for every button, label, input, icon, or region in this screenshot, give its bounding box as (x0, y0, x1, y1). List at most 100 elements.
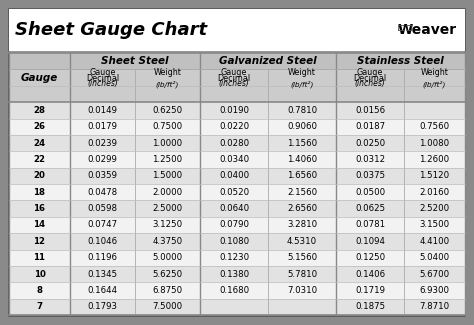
Text: Weight: Weight (288, 69, 316, 77)
Bar (9, 217, 465, 233)
Text: 0.1080: 0.1080 (219, 237, 249, 246)
Text: 7.0310: 7.0310 (287, 286, 317, 295)
Bar (9, 69, 465, 102)
Text: 0.1196: 0.1196 (88, 253, 118, 262)
Text: 0.0340: 0.0340 (219, 155, 249, 164)
Text: 0.1406: 0.1406 (355, 269, 385, 279)
Text: (lb/ft²): (lb/ft²) (290, 80, 314, 87)
Text: Decimal: Decimal (354, 74, 387, 84)
Text: 0.1719: 0.1719 (355, 286, 385, 295)
Text: 0.1875: 0.1875 (355, 302, 385, 311)
Text: 0.1046: 0.1046 (87, 237, 118, 246)
Text: 4.3750: 4.3750 (153, 237, 182, 246)
Text: Gauge: Gauge (89, 69, 116, 77)
Text: 0.7500: 0.7500 (153, 122, 182, 131)
Text: 5.6250: 5.6250 (153, 269, 182, 279)
Text: Gauge: Gauge (357, 69, 383, 77)
Text: 0.1250: 0.1250 (355, 253, 385, 262)
Text: 0.0156: 0.0156 (355, 106, 385, 115)
Text: 2.5200: 2.5200 (419, 204, 449, 213)
Text: ⊏⊐: ⊏⊐ (397, 23, 413, 33)
Text: 24: 24 (34, 138, 46, 148)
Text: 3.1250: 3.1250 (153, 220, 182, 229)
Text: 0.0359: 0.0359 (88, 171, 118, 180)
Text: 0.0250: 0.0250 (355, 138, 385, 148)
Text: 2.6560: 2.6560 (287, 204, 317, 213)
Bar (9, 282, 465, 299)
Text: 0.7810: 0.7810 (287, 106, 317, 115)
Text: Weight: Weight (420, 69, 448, 77)
Text: 3.1500: 3.1500 (419, 220, 449, 229)
Text: 8: 8 (36, 286, 43, 295)
Bar (9, 119, 465, 135)
Text: Galvanized Steel: Galvanized Steel (219, 56, 317, 66)
Text: Gauge: Gauge (221, 69, 247, 77)
Bar (9, 151, 465, 168)
Text: 22: 22 (34, 155, 46, 164)
Text: 0.0500: 0.0500 (355, 188, 385, 197)
Text: 1.6560: 1.6560 (287, 171, 317, 180)
Text: 0.0598: 0.0598 (88, 204, 118, 213)
Text: 12: 12 (34, 237, 46, 246)
Text: 26: 26 (34, 122, 46, 131)
Text: 0.1094: 0.1094 (355, 237, 385, 246)
Text: 4.4100: 4.4100 (419, 237, 449, 246)
Text: 2.0000: 2.0000 (153, 188, 182, 197)
Text: 0.6250: 0.6250 (153, 106, 182, 115)
Text: 7: 7 (36, 302, 43, 311)
Bar (9, 135, 465, 151)
Text: 1.0000: 1.0000 (153, 138, 182, 148)
Text: 2.5000: 2.5000 (153, 204, 182, 213)
Text: Decimal: Decimal (218, 74, 251, 84)
Text: 0.0220: 0.0220 (219, 122, 249, 131)
Text: 1.4060: 1.4060 (287, 155, 317, 164)
Text: 1.2600: 1.2600 (419, 155, 449, 164)
Text: 0.9060: 0.9060 (287, 122, 317, 131)
Text: 10: 10 (34, 269, 46, 279)
Bar (9, 53, 465, 69)
Bar (9, 9, 465, 51)
Text: 5.1560: 5.1560 (287, 253, 317, 262)
Text: 1.5120: 1.5120 (419, 171, 449, 180)
Text: 1.5000: 1.5000 (153, 171, 182, 180)
Text: Weaver: Weaver (398, 23, 457, 37)
Text: Stainless Steel: Stainless Steel (357, 56, 444, 66)
Text: 1.1560: 1.1560 (287, 138, 317, 148)
Text: 0.0747: 0.0747 (87, 220, 118, 229)
Text: 0.1345: 0.1345 (87, 269, 118, 279)
Text: 0.0625: 0.0625 (355, 204, 385, 213)
Text: 0.7560: 0.7560 (419, 122, 449, 131)
Text: 2.0160: 2.0160 (419, 188, 449, 197)
Bar (9, 102, 465, 119)
Text: 0.1680: 0.1680 (219, 286, 249, 295)
Text: 2.1560: 2.1560 (287, 188, 317, 197)
Bar (9, 201, 465, 217)
Text: 5.0000: 5.0000 (153, 253, 182, 262)
Text: 0.0187: 0.0187 (355, 122, 385, 131)
Text: 28: 28 (34, 106, 46, 115)
Text: 0.0239: 0.0239 (88, 138, 118, 148)
Text: 6.9300: 6.9300 (419, 286, 449, 295)
Text: 0.0400: 0.0400 (219, 171, 249, 180)
Text: (inches): (inches) (87, 79, 118, 88)
Bar (9, 184, 465, 201)
Text: (lb/ft²): (lb/ft²) (423, 80, 446, 87)
Text: 6.8750: 6.8750 (153, 286, 182, 295)
Bar (9, 299, 465, 315)
Text: 0.1230: 0.1230 (219, 253, 249, 262)
Text: 5.6700: 5.6700 (419, 269, 449, 279)
Text: 0.0299: 0.0299 (88, 155, 118, 164)
Text: 0.0520: 0.0520 (219, 188, 249, 197)
Text: 5.0400: 5.0400 (419, 253, 449, 262)
Text: (lb/ft²): (lb/ft²) (156, 80, 179, 87)
Text: 0.0375: 0.0375 (355, 171, 385, 180)
Bar (9, 266, 465, 282)
Text: Decimal: Decimal (86, 74, 119, 84)
Text: 7.5000: 7.5000 (153, 302, 182, 311)
Text: 1.0080: 1.0080 (419, 138, 449, 148)
Text: 3.2810: 3.2810 (287, 220, 317, 229)
Text: Weight: Weight (154, 69, 182, 77)
Text: 0.0280: 0.0280 (219, 138, 249, 148)
Text: 0.1793: 0.1793 (88, 302, 118, 311)
Text: 0.1380: 0.1380 (219, 269, 249, 279)
